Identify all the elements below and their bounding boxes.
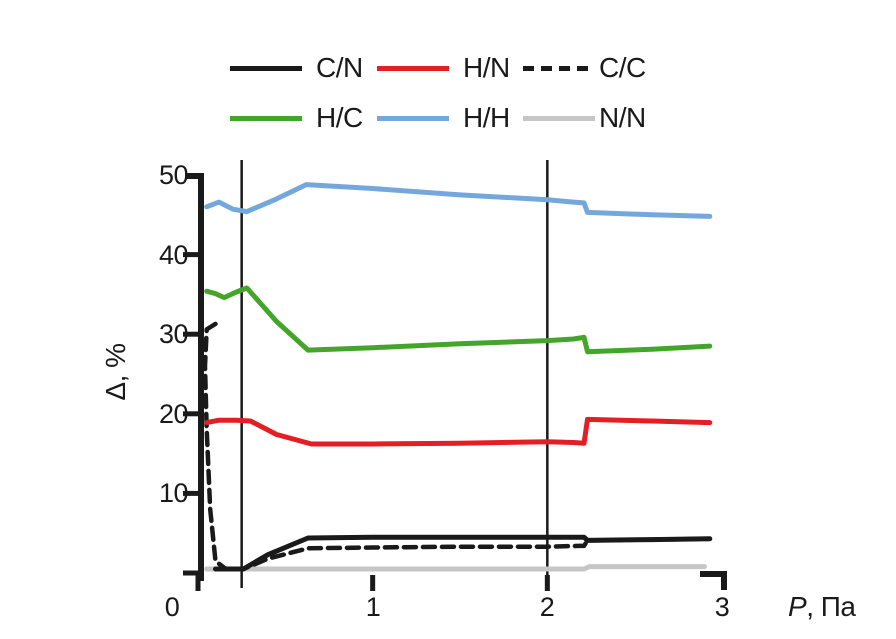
x-ticks	[195, 575, 550, 591]
legend-label-hc: H/C	[316, 102, 363, 133]
x-axis-end-cap	[700, 571, 727, 590]
legend-swatch-cc	[523, 66, 595, 71]
xtick-label-0: 0	[164, 592, 180, 622]
y-axis-top-cap	[185, 173, 198, 179]
legend-swatch-hc	[230, 116, 302, 121]
curve-h-h	[204, 182, 713, 219]
ytick-label-50: 50	[158, 160, 189, 190]
y-ticks	[183, 252, 198, 576]
curve-h-n	[204, 416, 713, 447]
legend-swatch-cn	[230, 66, 302, 71]
curve-c-c	[202, 321, 713, 572]
axis-layer	[183, 173, 727, 591]
legend-label-hn: H/N	[463, 52, 510, 83]
legend-swatch-nn	[523, 116, 595, 121]
legend-swatch-hn	[377, 66, 449, 71]
curve-n-n	[204, 564, 707, 572]
marker-vlines	[240, 160, 549, 588]
legend-label-hh: H/H	[463, 102, 510, 133]
x-axis-label-unit: , Па	[806, 591, 856, 622]
legend-label-cc: C/C	[599, 52, 646, 83]
xtick-label-2: 2	[539, 592, 555, 622]
legend-label-nn: N/N	[599, 102, 646, 133]
legend-label-cn: C/N	[316, 52, 363, 83]
x-axis-label-symbol: P	[788, 591, 807, 622]
xtick-label-3: 3	[714, 592, 730, 622]
series-curves	[202, 182, 713, 572]
x-axis-label: P, Па	[788, 591, 856, 622]
xtick-label-1: 1	[365, 592, 381, 622]
legend-swatch-hh	[377, 116, 449, 121]
curve-h-c	[204, 285, 713, 355]
y-axis-line	[198, 173, 204, 581]
